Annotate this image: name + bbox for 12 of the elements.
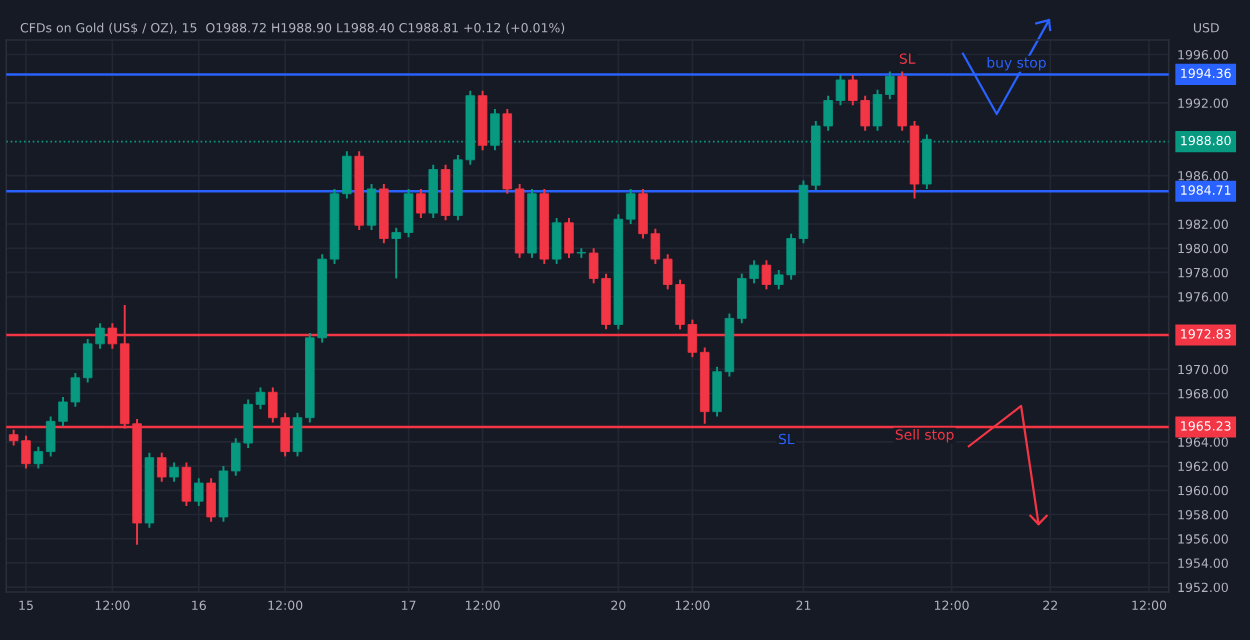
candlestick [416, 187, 426, 219]
candlestick [564, 216, 574, 259]
candlestick [761, 259, 772, 291]
candlestick [194, 477, 204, 508]
candlestick [428, 163, 438, 219]
candlestick [551, 216, 562, 265]
candlestick [157, 451, 167, 483]
candlestick [169, 461, 179, 483]
candlestick [440, 163, 451, 222]
candlestick [206, 477, 216, 523]
candlestick [366, 183, 377, 232]
candlestick [181, 461, 192, 508]
